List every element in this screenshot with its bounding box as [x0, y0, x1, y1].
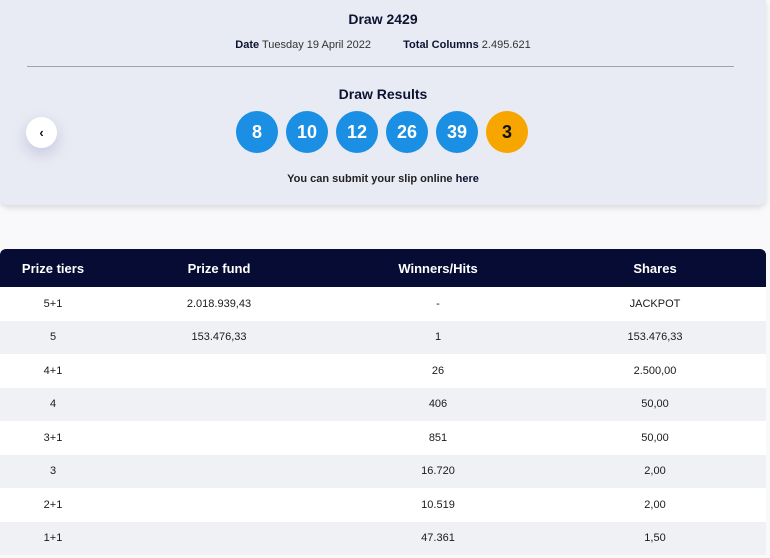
- shares-cell: 50,00: [641, 431, 669, 444]
- winners-cell: 406: [428, 398, 448, 411]
- prize-tier-cell: 1+1: [43, 532, 63, 545]
- prize-fund-cell: [106, 522, 332, 556]
- prize-tier-cell: 5: [49, 331, 57, 344]
- shares-cell: 2.500,00: [633, 364, 677, 377]
- prize-table-container: Prize tiers Prize fund Winners/Hits Shar…: [0, 249, 766, 555]
- shares-cell: JACKPOT: [629, 297, 681, 310]
- number-ball: 39: [436, 111, 478, 153]
- draw-info-card: Draw 2429 Date Tuesday 19 April 2022 Tot…: [0, 0, 766, 205]
- shares-cell: 153.476,33: [627, 331, 683, 344]
- shares-cell: 1,50: [644, 532, 666, 545]
- submit-slip-link[interactable]: here: [455, 173, 479, 185]
- prize-tier-cell: 3: [49, 465, 57, 478]
- header-winners-hits: Winners/Hits: [398, 260, 478, 276]
- draw-meta: Date Tuesday 19 April 2022 Total Columns…: [0, 39, 766, 51]
- divider: [27, 66, 734, 67]
- chevron-left-icon: ‹: [39, 125, 44, 140]
- number-ball: 10: [286, 111, 328, 153]
- table-row: 1+1 47.361 1,50: [0, 521, 766, 556]
- submit-slip-text: You can submit your slip online here: [0, 173, 766, 185]
- prize-table: Prize tiers Prize fund Winners/Hits Shar…: [0, 249, 766, 555]
- number-ball: 8: [236, 111, 278, 153]
- table-header-row: Prize tiers Prize fund Winners/Hits Shar…: [0, 249, 766, 287]
- previous-draw-button[interactable]: ‹: [26, 117, 57, 148]
- shares-cell: 50,00: [641, 398, 669, 411]
- winners-cell: 26: [431, 364, 445, 377]
- shares-cell: 2,00: [644, 498, 666, 511]
- winners-cell: 10.519: [421, 498, 455, 511]
- total-columns-label: Total Columns: [403, 39, 479, 51]
- bonus-ball: 3: [486, 111, 528, 153]
- header-shares: Shares: [633, 260, 677, 276]
- winners-cell: 16.720: [421, 465, 455, 478]
- draw-title: Draw 2429: [348, 11, 418, 27]
- date-label: Date: [235, 39, 260, 51]
- table-row: 4+1 26 2.500,00: [0, 354, 766, 388]
- prize-fund-cell: [106, 421, 332, 455]
- draw-results-title: Draw Results: [338, 86, 428, 102]
- table-row: 3+1 851 50,00: [0, 421, 766, 455]
- prize-fund-cell: [106, 354, 332, 388]
- prize-fund-cell: 153.476,33: [191, 331, 247, 344]
- prize-fund-cell: 2.018.939,43: [186, 297, 252, 310]
- prize-tier-cell: 4: [49, 398, 57, 411]
- winning-numbers: 8 10 12 26 39 3: [236, 111, 528, 153]
- table-row: 5 153.476,33 1 153.476,33: [0, 320, 766, 354]
- winners-cell: 47.361: [421, 532, 455, 545]
- table-row: 5+1 2.018.939,43 - JACKPOT: [0, 287, 766, 321]
- header-prize-fund: Prize fund: [187, 260, 251, 276]
- prize-tier-cell: 5+1: [43, 297, 63, 310]
- prize-tier-cell: 3+1: [43, 431, 63, 444]
- number-ball: 12: [336, 111, 378, 153]
- winners-cell: 1: [434, 331, 442, 344]
- number-ball: 26: [386, 111, 428, 153]
- table-row: 4 406 50,00: [0, 387, 766, 422]
- header-prize-tiers: Prize tiers: [21, 260, 85, 276]
- prize-fund-cell: [106, 388, 332, 422]
- shares-cell: 2,00: [644, 465, 666, 478]
- table-row: 2+1 10.519 2,00: [0, 488, 766, 522]
- prize-tier-cell: 2+1: [43, 498, 63, 511]
- prize-fund-cell: [106, 455, 332, 489]
- winners-cell: -: [436, 297, 440, 310]
- winners-cell: 851: [428, 431, 448, 444]
- total-columns-value: 2.495.621: [481, 39, 531, 51]
- prize-tier-cell: 4+1: [43, 364, 63, 377]
- prize-fund-cell: [106, 488, 332, 522]
- table-row: 3 16.720 2,00: [0, 454, 766, 489]
- submit-text: You can submit your slip online: [287, 173, 456, 185]
- date-value: Tuesday 19 April 2022: [261, 39, 372, 51]
